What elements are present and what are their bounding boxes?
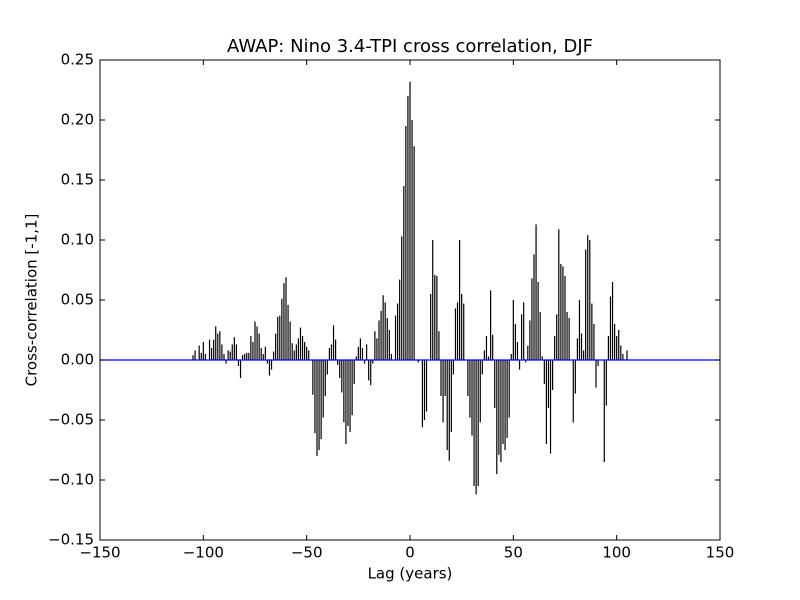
chart-title: AWAP: Nino 3.4-TPI cross correlation, DJ… — [227, 36, 593, 57]
x-tick-label: 150 — [706, 544, 735, 562]
y-tick-label: 0.10 — [61, 231, 94, 249]
y-tick-label: 0.25 — [61, 51, 94, 69]
x-tick-label: 50 — [504, 544, 523, 562]
y-axis-label: Cross-correlation [-1,1] — [23, 214, 41, 387]
x-tick-label: −150 — [79, 544, 120, 562]
x-tick-label: 100 — [602, 544, 631, 562]
y-tick-label: 0.00 — [61, 351, 94, 369]
y-tick-label: −0.05 — [48, 411, 94, 429]
x-axis-label: Lag (years) — [368, 565, 453, 583]
y-tick-label: −0.10 — [48, 471, 94, 489]
y-tick-label: 0.05 — [61, 291, 94, 309]
y-tick-label: 0.15 — [61, 171, 94, 189]
x-tick-label: −100 — [183, 544, 224, 562]
x-tick-label: 0 — [405, 544, 415, 562]
x-tick-label: −50 — [291, 544, 323, 562]
y-tick-label: −0.15 — [48, 531, 94, 549]
y-tick-label: 0.20 — [61, 111, 94, 129]
